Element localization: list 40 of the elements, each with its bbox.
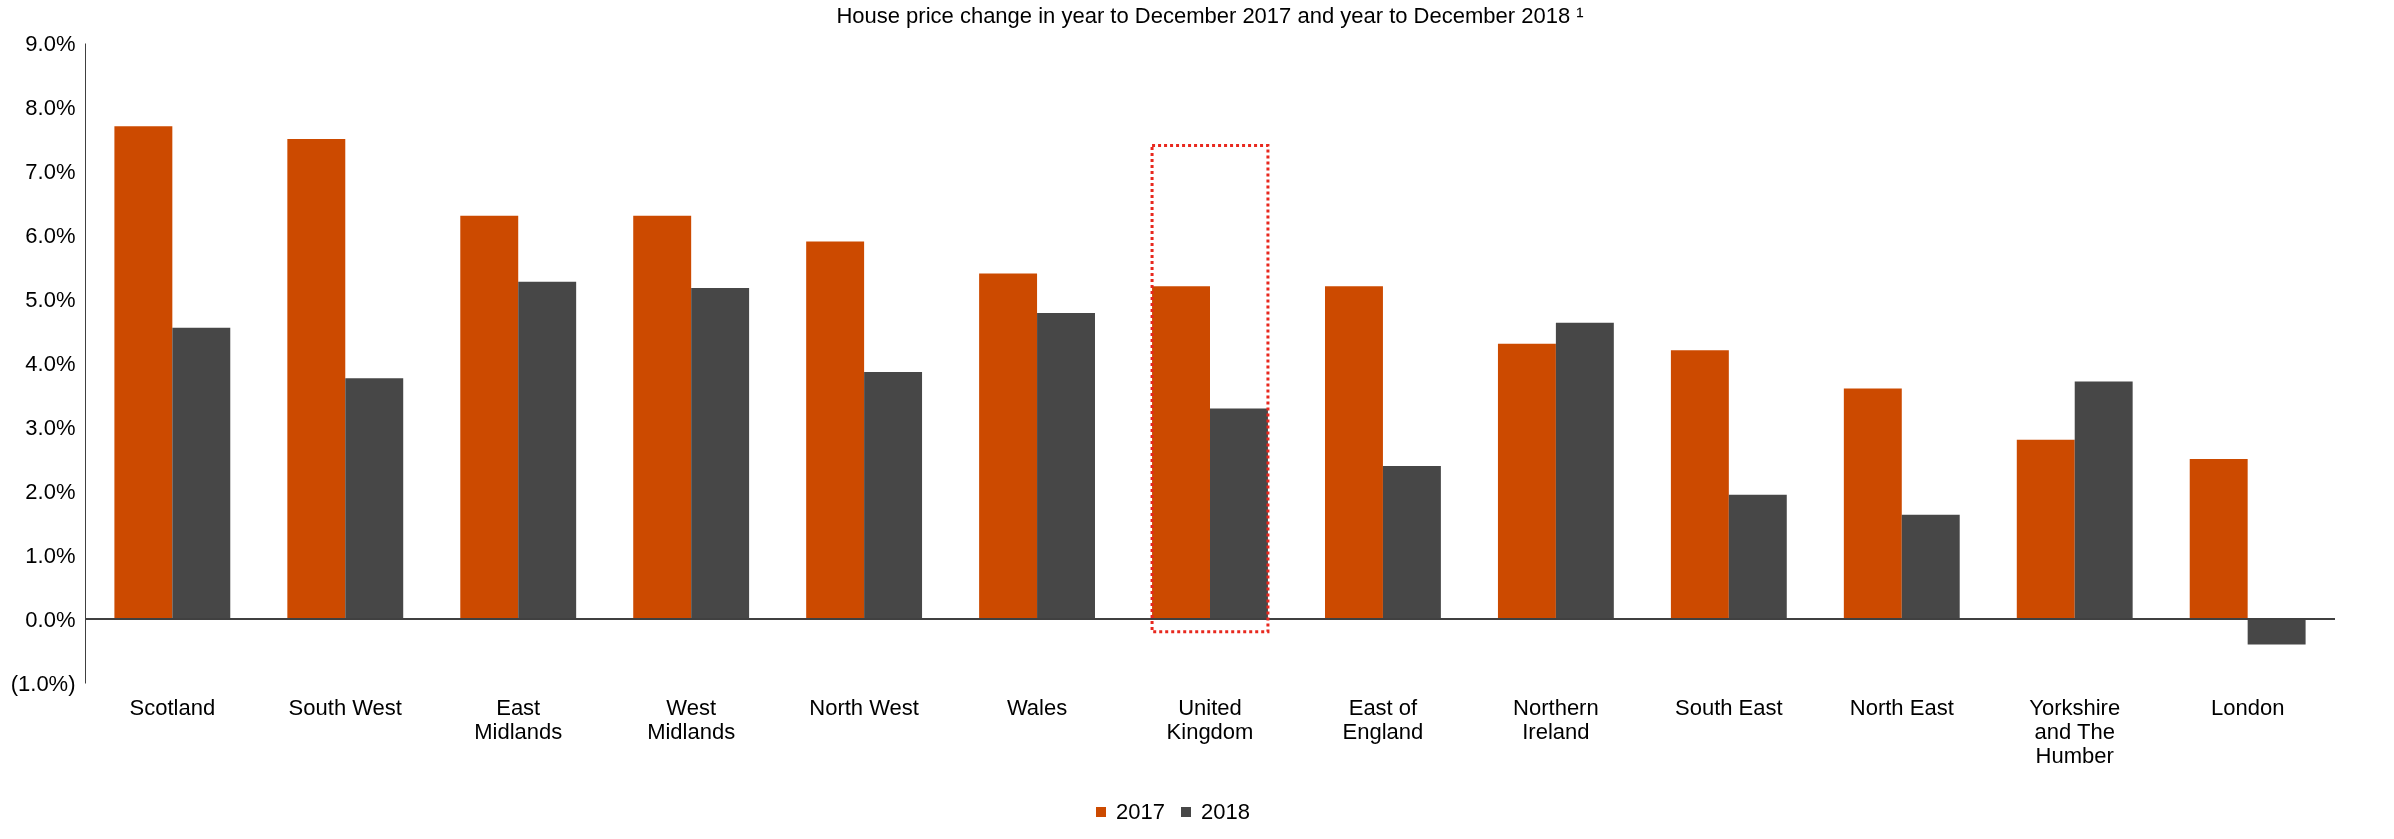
y-tick-label: 0.0% (25, 606, 76, 632)
chart-title: House price change in year to December 2017 and year to December 2018 ¹ (836, 3, 1584, 28)
bar (1497, 343, 1556, 619)
y-tick-label: 9.0% (25, 30, 76, 56)
x-tick-label: East of England (1342, 694, 1424, 744)
x-tick-label: Yorkshire and The Humber (2029, 694, 2121, 768)
x-tick-label: United Kingdom (1166, 694, 1254, 744)
x-tick-label: North West (809, 694, 919, 720)
x-tick-label: South West (288, 694, 402, 720)
bar (1670, 350, 1729, 619)
bar (1152, 286, 1210, 619)
x-tick-label: Scotland (129, 694, 216, 720)
bar (806, 241, 865, 619)
y-tick-label: 4.0% (25, 350, 76, 376)
y-tick-label: 6.0% (25, 222, 76, 248)
x-tick-label: Northern Ireland (1513, 694, 1599, 744)
x-tick-label: North East (1849, 694, 1954, 720)
bar (2016, 439, 2075, 619)
x-tick-label: East Midlands (474, 694, 563, 744)
x-tick-label: West Midlands (647, 694, 736, 744)
y-tick-label: 8.0% (25, 94, 76, 120)
legend-label: 2017 (1116, 799, 1165, 824)
bar (1325, 286, 1383, 619)
legend-label: 2018 (1201, 799, 1250, 824)
x-tick-label: Wales (1006, 694, 1068, 720)
bar (979, 273, 1038, 619)
x-tick-label: South East (1675, 694, 1783, 720)
bar (287, 139, 346, 619)
bar (2189, 459, 2248, 619)
y-tick-label: 1.0% (25, 542, 76, 568)
bar (633, 215, 692, 619)
y-tick-label: 5.0% (25, 286, 76, 312)
y-tick-label: (1.0%) (10, 670, 76, 696)
y-tick-label: 2.0% (25, 478, 76, 504)
bar (1843, 388, 1902, 619)
y-tick-label: 7.0% (25, 158, 76, 184)
y-tick-label: 3.0% (25, 414, 76, 440)
bar (460, 215, 519, 619)
x-tick-label: London (2210, 694, 2285, 720)
bar (114, 126, 173, 619)
